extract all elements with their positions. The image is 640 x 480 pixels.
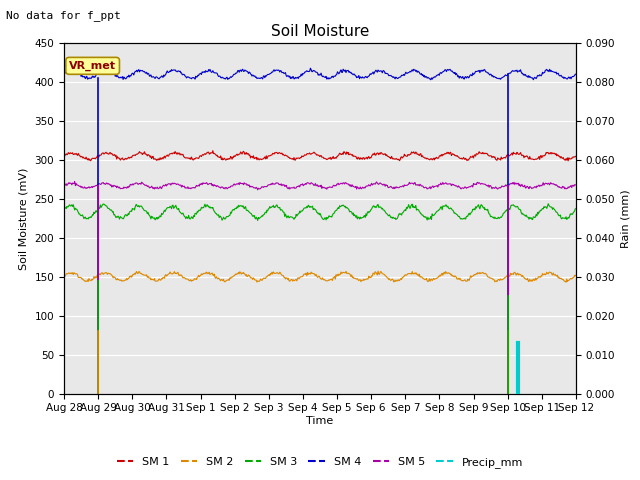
Y-axis label: Soil Moisture (mV): Soil Moisture (mV) xyxy=(19,167,29,270)
X-axis label: Time: Time xyxy=(307,416,333,426)
Y-axis label: Rain (mm): Rain (mm) xyxy=(621,189,631,248)
Text: VR_met: VR_met xyxy=(69,61,116,71)
Text: No data for f_ppt: No data for f_ppt xyxy=(6,10,121,21)
Title: Soil Moisture: Soil Moisture xyxy=(271,24,369,39)
Legend: SM 1, SM 2, SM 3, SM 4, SM 5, Precip_mm: SM 1, SM 2, SM 3, SM 4, SM 5, Precip_mm xyxy=(112,452,528,472)
